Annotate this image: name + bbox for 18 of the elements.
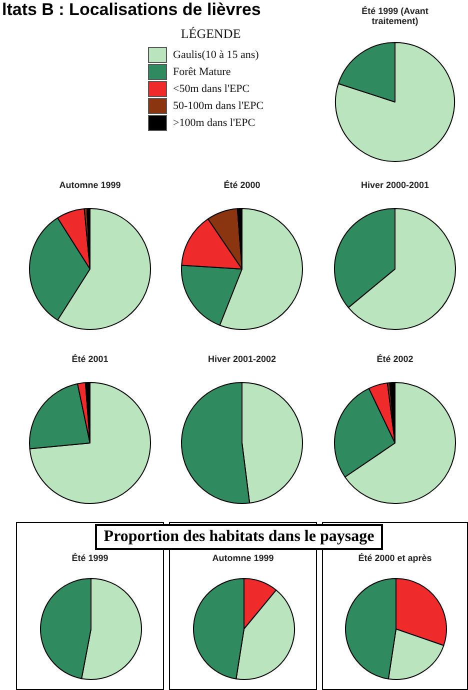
text: ltats B : Localisations de lièvres [2, 0, 261, 20]
chart-title: Automne 1999 [211, 553, 275, 563]
chart-title: Été 2000 et après [357, 553, 433, 563]
legend-label: 50-100m dans l'EPC [173, 100, 264, 112]
legend-title: LÉGENDE [180, 26, 242, 42]
chart-title: Hiver 2001-2002 [206, 354, 278, 364]
text: Proportion des habitats dans le paysage [95, 524, 383, 550]
chart-title: Hiver 2000-2001 [360, 180, 430, 190]
legend-label: >100m dans l'EPC [173, 116, 256, 128]
legend-label: <50m dans l'EPC [173, 82, 250, 94]
chart-title: Été 2002 [376, 354, 414, 364]
legend-label: Gaulis(10 à 15 ans) [173, 48, 259, 60]
chart-title: Été 2001 [70, 354, 110, 364]
chart-title: Été 1999 (Avant traitement) [360, 6, 430, 26]
chart-title: Été 2000 [222, 180, 262, 190]
chart-title: Automne 1999 [58, 180, 122, 190]
chart-title: Été 1999 [70, 553, 110, 563]
legend-label: Forêt Mature [173, 66, 231, 78]
